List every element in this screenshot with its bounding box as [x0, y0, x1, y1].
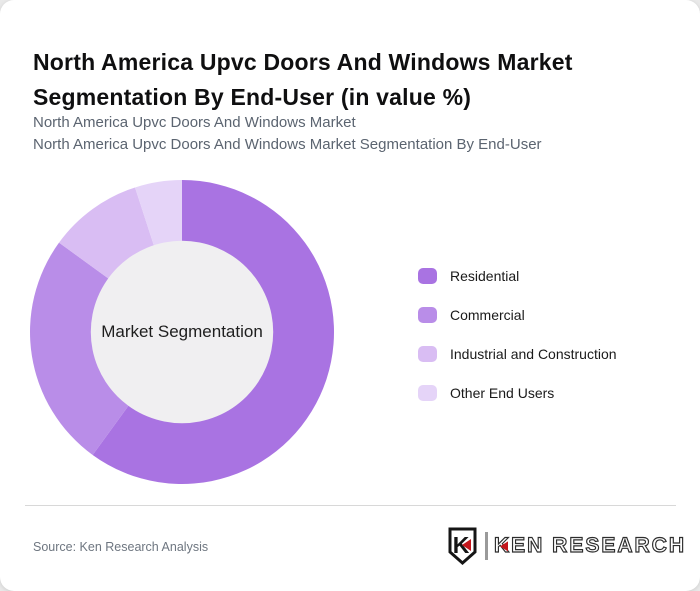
wordmark-red-triangle: [500, 541, 508, 552]
legend-swatch-industrial-and-construction: [418, 345, 437, 362]
chart-subtitles: North America Upvc Doors And Windows Mar…: [33, 112, 542, 156]
donut-chart-svg: [30, 180, 335, 485]
ken-research-logo: K KEN RESEARCH: [447, 527, 686, 565]
svg-text:K: K: [453, 532, 470, 558]
logo-separator: [485, 532, 488, 560]
legend-label: Other End Users: [450, 384, 555, 401]
legend-item-residential: Residential: [418, 256, 617, 295]
legend-item-industrial-and-construction: Industrial and Construction: [418, 334, 617, 373]
logo-text: KEN RESEARCH: [493, 533, 687, 557]
shield-red-triangle: [462, 539, 471, 551]
donut-center-label: Market Segmentation: [101, 322, 263, 341]
legend-swatch-commercial: [418, 306, 437, 323]
logo-wordmark: KEN RESEARCH: [493, 533, 687, 558]
legend-item-other-end-users: Other End Users: [418, 373, 617, 412]
legend-swatch-other-end-users: [418, 384, 437, 401]
ken-research-shield-icon: K: [448, 527, 477, 565]
legend-swatch-residential: [418, 267, 437, 284]
chart-subtitle-2: North America Upvc Doors And Windows Mar…: [33, 136, 542, 153]
legend-item-commercial: Commercial: [418, 295, 617, 334]
legend-label: Commercial: [450, 306, 525, 323]
chart-legend: Residential Commercial Industrial and Co…: [418, 256, 617, 412]
donut-chart: [22, 172, 342, 492]
source-text: Source: Ken Research Analysis: [33, 540, 209, 554]
footer-divider: [25, 505, 676, 506]
donut-hole: [90, 240, 274, 424]
chart-subtitle-1: North America Upvc Doors And Windows Mar…: [33, 114, 356, 131]
legend-label: Industrial and Construction: [450, 345, 617, 362]
legend-label: Residential: [450, 267, 520, 284]
chart-title: North America Upvc Doors And Windows Mar…: [33, 49, 573, 111]
